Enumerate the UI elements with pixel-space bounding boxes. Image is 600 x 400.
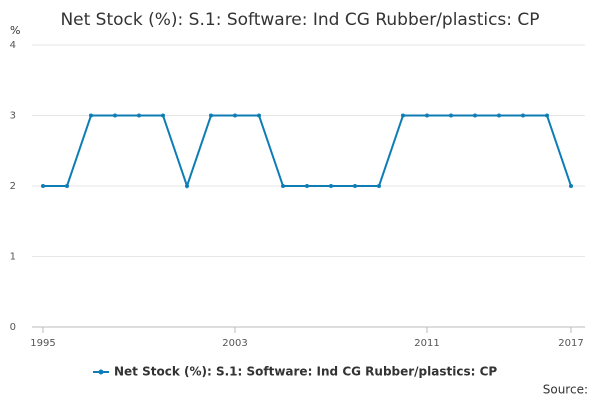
point — [329, 184, 333, 188]
point — [113, 113, 117, 118]
series-line — [43, 114, 572, 190]
y-tick-label: 0 — [10, 322, 16, 333]
x-tick-label: 2011 — [414, 338, 439, 349]
point — [281, 184, 285, 188]
point — [305, 184, 309, 188]
point — [401, 113, 405, 118]
chart-title: Net Stock (%): S.1: Software: Ind CG Rub… — [60, 10, 539, 30]
y-tick-label: 3 — [10, 111, 16, 122]
point — [233, 113, 237, 118]
point — [65, 184, 69, 188]
point — [137, 113, 141, 118]
point — [425, 113, 429, 118]
point — [161, 113, 165, 118]
source: Source: — [543, 383, 588, 397]
point — [569, 184, 573, 188]
y-axis-label: % — [10, 24, 20, 37]
x-tick-label: 2003 — [222, 338, 247, 349]
y-tick-label: 4 — [10, 40, 16, 51]
x-tick-label: 2017 — [558, 338, 583, 349]
point — [521, 113, 525, 118]
point — [473, 113, 477, 118]
point — [41, 184, 45, 188]
point — [449, 113, 453, 118]
legend-label: Net Stock (%): S.1: Software: Ind CG Rub… — [114, 365, 497, 379]
point — [185, 184, 189, 188]
point — [257, 113, 261, 118]
y-tick-label: 1 — [10, 252, 16, 263]
point — [353, 184, 357, 188]
point — [89, 113, 93, 118]
point — [545, 113, 549, 118]
point — [497, 113, 501, 118]
y-tick-label: 2 — [10, 181, 16, 192]
legend-marker — [98, 369, 104, 375]
point — [209, 113, 213, 118]
point — [377, 184, 381, 188]
x-tick-label: 1995 — [30, 338, 55, 349]
